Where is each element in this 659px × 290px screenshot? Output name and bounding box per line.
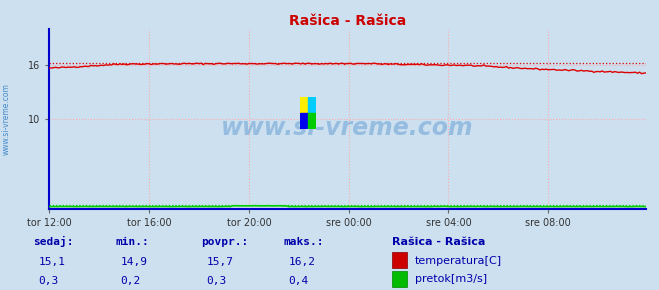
Text: min.:: min.: xyxy=(115,237,149,247)
Text: sedaj:: sedaj: xyxy=(33,236,73,247)
Text: 14,9: 14,9 xyxy=(121,257,148,267)
Bar xyxy=(300,113,308,129)
Text: maks.:: maks.: xyxy=(283,237,324,247)
Text: 0,3: 0,3 xyxy=(38,276,59,286)
Text: povpr.:: povpr.: xyxy=(201,237,248,247)
Text: 0,4: 0,4 xyxy=(289,276,309,286)
Text: temperatura[C]: temperatura[C] xyxy=(415,256,501,266)
Text: 0,3: 0,3 xyxy=(206,276,227,286)
Text: 16,2: 16,2 xyxy=(289,257,316,267)
Text: 15,7: 15,7 xyxy=(206,257,233,267)
Bar xyxy=(308,97,316,113)
Text: www.si-vreme.com: www.si-vreme.com xyxy=(221,116,474,140)
Text: pretok[m3/s]: pretok[m3/s] xyxy=(415,274,486,284)
Text: 15,1: 15,1 xyxy=(38,257,65,267)
Text: www.si-vreme.com: www.si-vreme.com xyxy=(2,83,11,155)
Bar xyxy=(300,97,308,113)
Bar xyxy=(308,113,316,129)
Text: 0,2: 0,2 xyxy=(121,276,141,286)
Title: Rašica - Rašica: Rašica - Rašica xyxy=(289,14,406,28)
Text: Rašica - Rašica: Rašica - Rašica xyxy=(392,237,486,247)
